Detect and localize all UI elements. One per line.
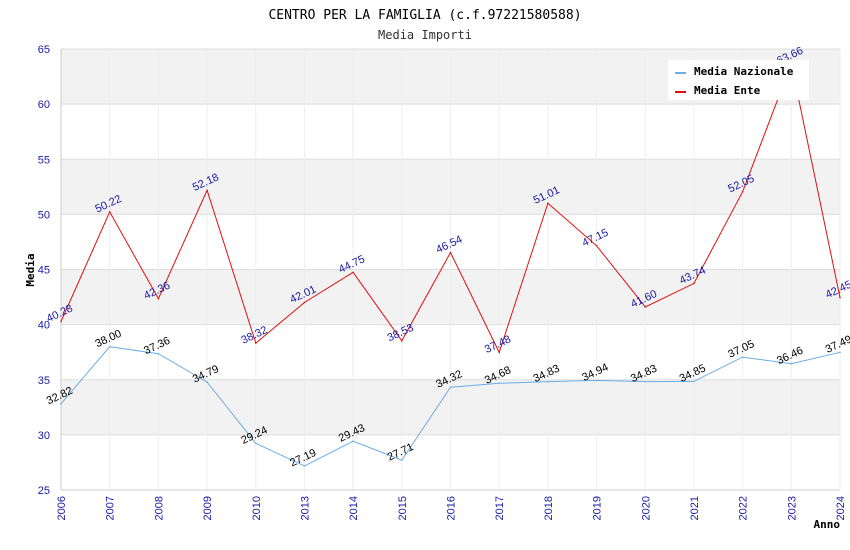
data-point <box>839 351 841 354</box>
x-tick-label: 2013 <box>299 496 311 520</box>
y-tick-label: 25 <box>38 485 50 497</box>
y-tick-label: 30 <box>38 430 50 442</box>
x-axis-ticks: 2006 2007 2008 2009 2010 2013 2014 2015 2016 2017… <box>56 496 847 520</box>
data-point <box>401 340 403 342</box>
data-point <box>595 244 598 247</box>
legend-box <box>668 60 809 100</box>
x-tick-label: 2015 <box>397 496 409 520</box>
chart-subtitle: Media Importi <box>378 28 472 42</box>
data-point <box>157 352 160 355</box>
y-axis-label: Media <box>24 253 37 286</box>
x-tick-label: 2008 <box>153 496 165 520</box>
data-point <box>206 189 208 192</box>
data-point <box>254 342 257 344</box>
x-tick-label: 2023 <box>786 496 798 520</box>
x-tick-label: 2019 <box>592 496 604 520</box>
x-tick-label: 2014 <box>348 496 360 520</box>
x-tick-label: 2024 <box>835 496 847 520</box>
y-tick-label: 50 <box>38 209 50 221</box>
legend-label-media-nazionale: Media Nazionale <box>694 65 794 78</box>
data-point <box>60 320 62 323</box>
x-tick-label: 2021 <box>689 496 701 520</box>
data-point <box>449 251 452 254</box>
data-point <box>693 282 695 285</box>
x-tick-label: 2006 <box>56 496 68 520</box>
data-point <box>108 211 111 213</box>
data-point <box>839 296 841 299</box>
x-axis-label: Anno <box>814 518 841 531</box>
data-point <box>741 356 744 358</box>
data-point <box>303 465 306 467</box>
legend-label-media-ente: Media Ente <box>694 84 761 97</box>
x-tick-label: 2018 <box>543 496 555 520</box>
data-point <box>206 381 208 383</box>
y-tick-label: 45 <box>38 265 50 277</box>
data-point <box>449 386 452 389</box>
data-point <box>401 459 403 461</box>
x-tick-label: 2009 <box>202 496 214 520</box>
x-tick-label: 2017 <box>494 496 506 520</box>
grid-lines <box>60 48 841 491</box>
data-point <box>693 380 695 383</box>
data-point <box>498 351 500 354</box>
y-tick-label: 60 <box>38 99 50 111</box>
data-point <box>303 301 306 304</box>
chart-title: CENTRO PER LA FAMIGLIA (c.f.97221580588) <box>268 8 581 23</box>
y-tick-label: 65 <box>38 44 50 56</box>
data-point <box>547 202 549 205</box>
data-point <box>741 190 744 193</box>
y-tick-label: 55 <box>38 154 50 166</box>
x-tick-label: 2007 <box>105 496 117 520</box>
y-tick-label: 35 <box>38 375 50 387</box>
data-point <box>595 379 598 382</box>
data-point <box>644 306 647 308</box>
y-axis-ticks: 25 30 35 40 45 50 55 60 65 <box>38 44 50 497</box>
data-point <box>352 271 354 274</box>
data-point <box>498 382 500 385</box>
data-point <box>157 297 160 300</box>
x-tick-label: 2016 <box>446 496 458 520</box>
x-tick-label: 2022 <box>738 496 750 520</box>
data-point <box>644 380 647 383</box>
x-tick-label: 2010 <box>251 496 263 520</box>
series-group <box>60 62 841 467</box>
x-tick-label: 2020 <box>640 496 652 520</box>
legend: Media Nazionale Media Ente <box>668 60 809 100</box>
data-point <box>60 402 62 405</box>
data-point <box>254 442 257 445</box>
data-point <box>108 345 111 348</box>
data-point <box>352 440 354 442</box>
y-tick-label: 40 <box>38 320 50 332</box>
data-point <box>790 362 793 365</box>
data-point <box>547 380 549 383</box>
